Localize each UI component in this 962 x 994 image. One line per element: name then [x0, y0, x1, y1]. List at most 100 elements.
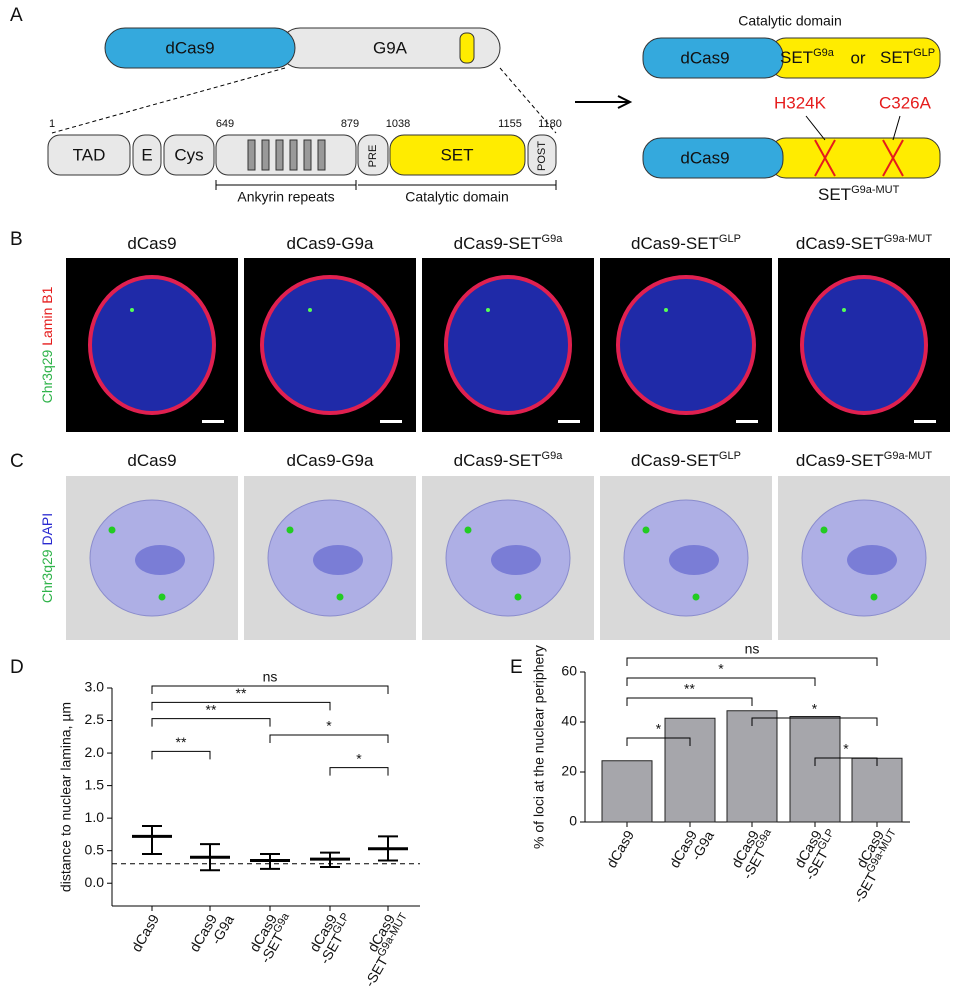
x-tick-part: -SET [850, 869, 880, 905]
mutation: C326A [879, 93, 932, 112]
domain [163, 134, 215, 176]
significance-label: * [656, 721, 662, 737]
position: 879 [341, 118, 359, 130]
title-part: dCas9-G9a [287, 451, 374, 470]
zoom-line [499, 67, 557, 134]
zoom-line [51, 67, 286, 134]
locus [486, 308, 490, 312]
significance-label: * [843, 741, 849, 757]
superscript: G9a [271, 910, 292, 935]
significance-bracket [626, 697, 753, 706]
panel-label: D [10, 657, 24, 678]
superscript: G9a-MUT [884, 450, 933, 462]
region-bracket [215, 180, 557, 190]
bar [664, 717, 716, 823]
nucleus-detail [313, 545, 363, 575]
significance-bracket [626, 737, 691, 746]
bar [601, 760, 653, 823]
x-tick-label: dCas9-SETGLP [303, 904, 357, 966]
locus [336, 593, 344, 601]
locus [692, 593, 700, 601]
significance-label: * [718, 661, 724, 677]
locus [642, 526, 650, 534]
title-part: dCas9-SET [796, 451, 884, 470]
y-tick-label: 2.0 [85, 744, 105, 760]
y-tick-label: 2.5 [85, 711, 105, 727]
domain-label: POST [536, 141, 548, 171]
superscript: GLP [719, 233, 741, 245]
significance-label: * [356, 750, 362, 766]
significance-bracket [329, 767, 389, 776]
significance-label: ** [206, 701, 217, 717]
significance-label: ** [236, 685, 247, 701]
panel-title: dCas9-SETG9a [454, 450, 564, 471]
panel-title: dCas9-SETG9a [454, 233, 564, 254]
x-tick-label: dCas9-SETGLP [788, 820, 842, 882]
label: SETG9a-MUT [818, 184, 900, 205]
scale-bar [202, 420, 224, 423]
nucleus-detail [135, 545, 185, 575]
bar [851, 757, 903, 823]
superscript: GLP [330, 911, 351, 936]
title-part: dCas9-SET [631, 234, 719, 253]
panel-title: dCas9-SETGLP [631, 233, 741, 254]
bar [789, 716, 841, 823]
nucleus [616, 275, 756, 415]
y-tick-label: 0.0 [85, 874, 105, 890]
locus [108, 526, 116, 534]
label: dCas9 [680, 148, 729, 167]
stain: DAPI [39, 513, 55, 546]
significance-label: ns [263, 669, 278, 685]
x-tick-part: dCas9 [603, 827, 637, 870]
nucleus-detail [669, 545, 719, 575]
superscript: G9a [542, 450, 564, 462]
domain-label: PRE [367, 145, 379, 168]
locus [464, 526, 472, 534]
x-tick-part: dCas9 [128, 911, 162, 954]
significance-bracket [151, 685, 389, 694]
scale-bar [380, 420, 402, 423]
domain-label: E [141, 145, 152, 164]
panel-title: dCas9 [127, 234, 176, 253]
y-tick-label: 0.5 [85, 841, 105, 857]
repeat [303, 139, 312, 171]
panel-title: dCas9 [127, 451, 176, 470]
x-tick-label: dCas9-SETG9a [244, 904, 298, 966]
label: Catalytic domain [738, 13, 842, 29]
set-mark [459, 32, 475, 64]
locus [286, 526, 294, 534]
label: dCas9 [680, 48, 729, 67]
position: 1038 [386, 118, 410, 130]
y-axis-label: % of loci at the nuclear periphery [531, 645, 547, 849]
nucleus-detail [491, 545, 541, 575]
significance-bracket [151, 701, 331, 711]
significance-bracket [626, 657, 878, 666]
mutation: H324K [774, 93, 827, 112]
panel-title: dCas9-SETGLP [631, 450, 741, 471]
set-box [769, 137, 941, 179]
domain-label: TAD [73, 145, 106, 164]
repeat [247, 139, 256, 171]
superscript: G9a [542, 233, 564, 245]
locus [514, 593, 522, 601]
position: 1180 [538, 118, 562, 130]
x-tick-label: dCas9-SETG9a [726, 820, 780, 882]
x-tick-label: dCas9 [128, 911, 162, 954]
label: SETG9a [780, 47, 835, 68]
scale-bar [914, 420, 936, 423]
y-tick-label: 40 [561, 713, 577, 729]
significance-bracket [151, 718, 271, 727]
significance-bracket [151, 750, 211, 760]
repeat [275, 139, 284, 171]
y-axis-label: distance to nuclear lamina, µm [58, 702, 74, 892]
significance-label: ns [745, 641, 760, 657]
title-part: dCas9-SET [454, 234, 542, 253]
label: G9A [373, 38, 408, 57]
repeat [289, 139, 298, 171]
locus [870, 593, 878, 601]
significance-bracket [814, 757, 878, 766]
domain [389, 134, 526, 176]
superscript: G9a [753, 826, 774, 851]
y-tick-label: 60 [561, 663, 577, 679]
